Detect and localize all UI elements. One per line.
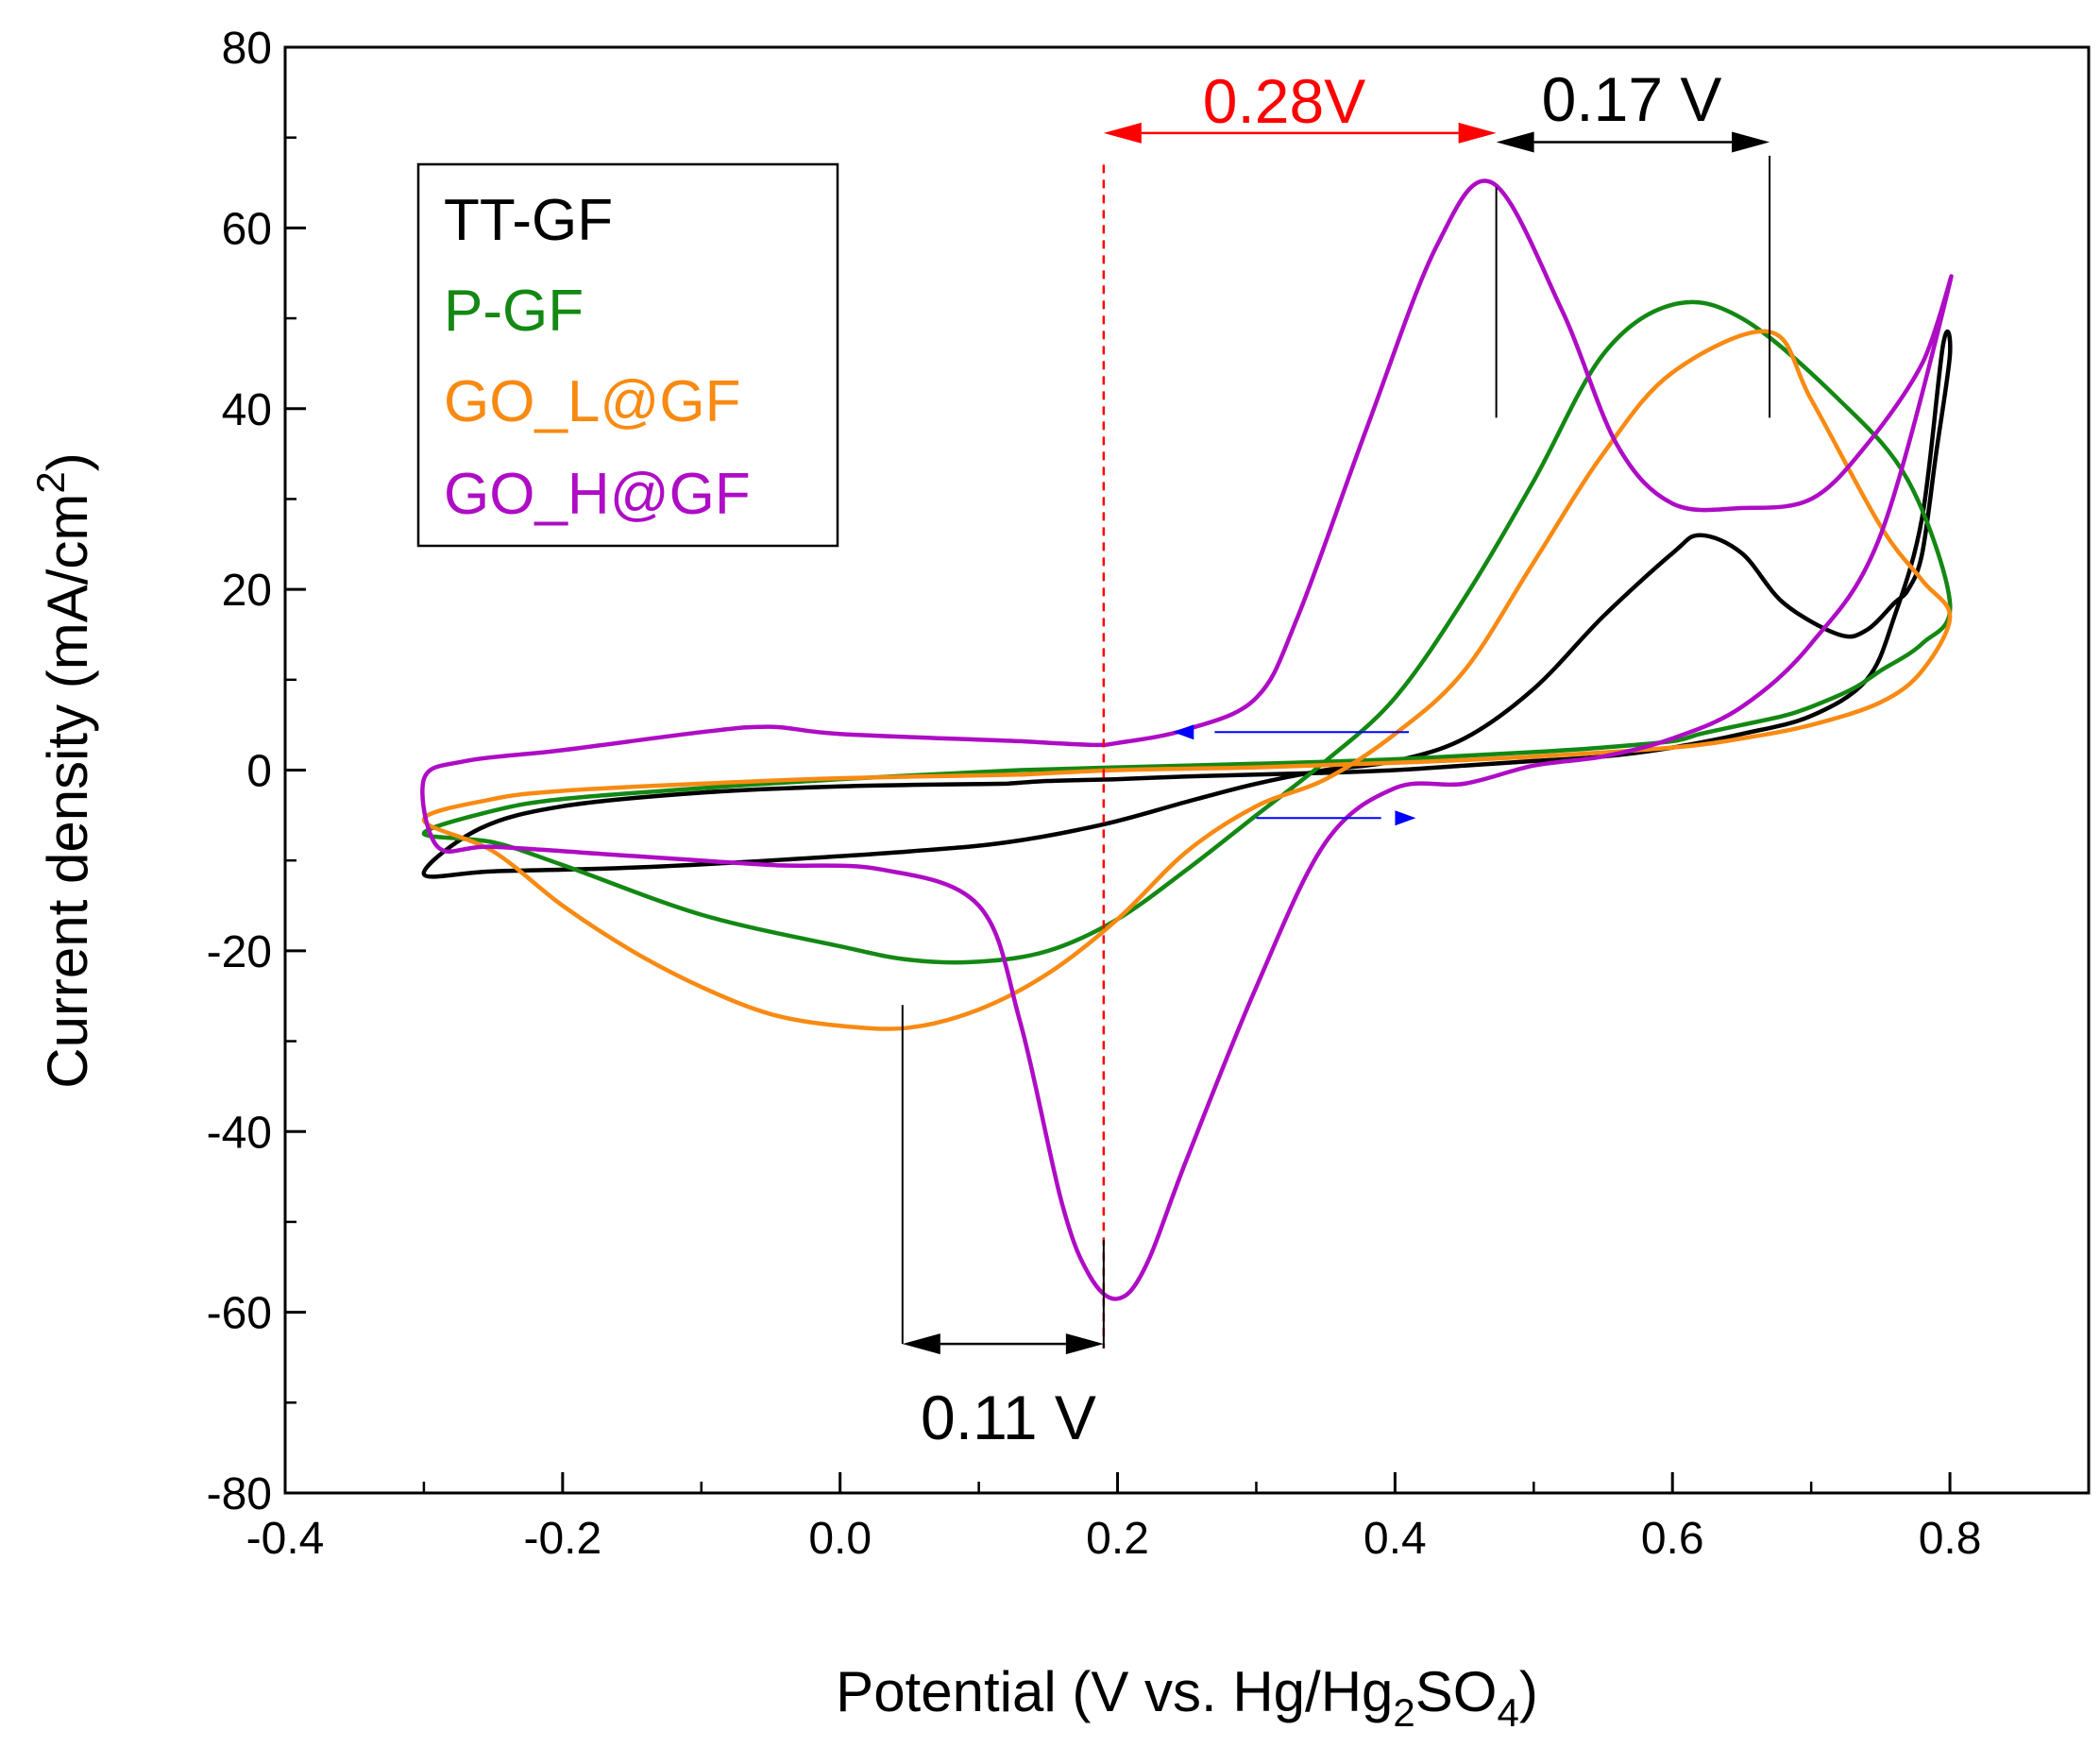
series-p-gf bbox=[421, 299, 1953, 965]
y-tick-label: -20 bbox=[207, 927, 272, 977]
x-tick-label: 0.0 bbox=[808, 1514, 872, 1564]
legend-label-p-gf: P-GF bbox=[444, 279, 584, 344]
series-tt-gf bbox=[421, 330, 1953, 879]
annotation-028v: 0.28V bbox=[1203, 66, 1365, 136]
arrow-017v-head-right bbox=[1732, 131, 1770, 153]
arrow-011v-head-right bbox=[1065, 1333, 1104, 1355]
x-axis-title-end: ) bbox=[1519, 1660, 1538, 1723]
arrow-028v-head-right bbox=[1458, 122, 1497, 144]
x-tick-label: -0.4 bbox=[246, 1514, 325, 1564]
x-tick-label: 0.4 bbox=[1363, 1514, 1427, 1564]
legend-box bbox=[416, 162, 839, 548]
series-layer bbox=[420, 178, 1954, 1301]
legend-label-tt-gf: TT-GF bbox=[444, 188, 613, 253]
x-tick-label: 0.2 bbox=[1086, 1514, 1149, 1564]
y-axis-ticks bbox=[285, 45, 306, 1495]
x-axis-ticks bbox=[283, 1472, 1952, 1493]
y-axis-title-end: ) bbox=[36, 452, 99, 471]
scan-arrow-reverse-head bbox=[1173, 724, 1194, 740]
annotation-arrows bbox=[902, 122, 1770, 1355]
x-axis-title-mid: SO bbox=[1415, 1660, 1498, 1723]
arrow-011v-head-left bbox=[902, 1333, 940, 1355]
scan-arrow-forward-head bbox=[1395, 810, 1416, 826]
y-axis-title: Current density (mA/cm2) bbox=[28, 452, 99, 1089]
x-tick-label: 0.8 bbox=[1919, 1514, 1982, 1564]
y-tick-label: 20 bbox=[222, 566, 272, 616]
x-axis-title-main: Potential (V vs. Hg/Hg bbox=[836, 1660, 1393, 1723]
y-tick-label: 60 bbox=[222, 204, 272, 254]
legend: TT-GF P-GF GO_L@GF GO_H@GF bbox=[416, 162, 839, 548]
annotation-011v: 0.11 V bbox=[921, 1382, 1096, 1452]
y-tick-label: -80 bbox=[207, 1469, 272, 1519]
peak-marker-lines bbox=[901, 155, 1771, 1348]
x-axis-title-sub1: 2 bbox=[1393, 1690, 1414, 1735]
x-axis-tick-labels: -0.4 -0.2 0.0 0.2 0.4 0.6 0.8 bbox=[246, 1514, 1982, 1564]
y-axis-title-sup: 2 bbox=[28, 471, 73, 493]
y-axis-tick-labels: -80 -60 -40 -20 0 20 40 60 80 bbox=[207, 24, 272, 1519]
x-tick-label: 0.6 bbox=[1641, 1514, 1704, 1564]
legend-label-go-l-gf: GO_L@GF bbox=[444, 369, 740, 434]
y-tick-label: 0 bbox=[246, 747, 272, 797]
y-axis-title-main: Current density (mA/cm bbox=[36, 494, 99, 1089]
y-tick-label: 40 bbox=[222, 385, 272, 435]
x-axis-title: Potential (V vs. Hg/Hg2SO4) bbox=[836, 1660, 1538, 1735]
y-tick-label: -40 bbox=[207, 1108, 272, 1158]
arrow-028v-head-left bbox=[1103, 122, 1142, 144]
x-axis-title-sub2: 4 bbox=[1497, 1690, 1518, 1735]
series-go-h-gf bbox=[420, 178, 1954, 1301]
y-tick-label: -60 bbox=[207, 1289, 272, 1339]
arrow-017v-head-left bbox=[1496, 131, 1534, 153]
y-tick-label: 80 bbox=[222, 24, 272, 74]
legend-label-go-h-gf: GO_H@GF bbox=[444, 462, 751, 527]
x-tick-label: -0.2 bbox=[523, 1514, 601, 1564]
annotation-017v: 0.17 V bbox=[1542, 64, 1722, 134]
